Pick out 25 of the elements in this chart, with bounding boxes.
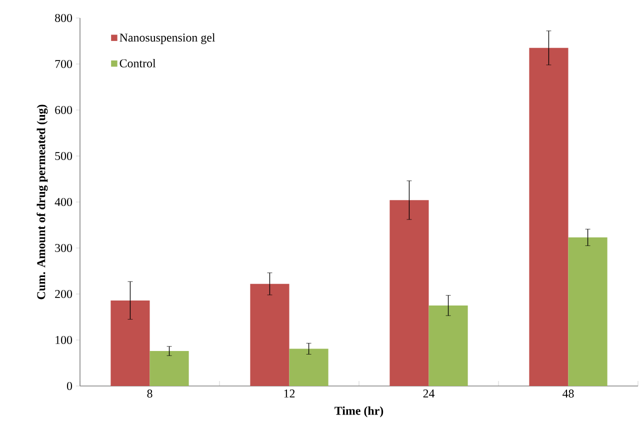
x-tick-label: 12 xyxy=(284,390,295,398)
y-tick-label: 100 xyxy=(56,336,72,344)
x-axis-title: Time (hr) xyxy=(334,406,384,418)
bar xyxy=(150,351,189,386)
y-tick-label: 500 xyxy=(55,152,72,160)
bar xyxy=(428,306,468,386)
bar xyxy=(110,300,150,386)
y-tick-label: 0 xyxy=(66,382,72,390)
bar xyxy=(568,237,608,386)
legend-label: Control xyxy=(120,58,156,68)
y-tick-label: 800 xyxy=(55,14,72,22)
y-tick-label: 300 xyxy=(55,244,72,252)
y-tick-label: 700 xyxy=(55,60,72,68)
x-tick-label: 24 xyxy=(423,390,435,398)
y-tick-label: 200 xyxy=(55,290,72,298)
y-axis-title: Cum. Amount of drug permeated (ug) xyxy=(36,104,48,300)
bar xyxy=(390,200,429,386)
bar xyxy=(250,284,290,386)
bar xyxy=(529,48,568,386)
x-tick-label: 8 xyxy=(147,390,152,398)
y-tick-label: 400 xyxy=(54,198,72,206)
bar xyxy=(289,348,328,386)
y-tick-label: 600 xyxy=(55,106,72,114)
x-tick-label: 48 xyxy=(562,390,574,398)
legend-label: Nanosuspension gel xyxy=(120,33,216,44)
